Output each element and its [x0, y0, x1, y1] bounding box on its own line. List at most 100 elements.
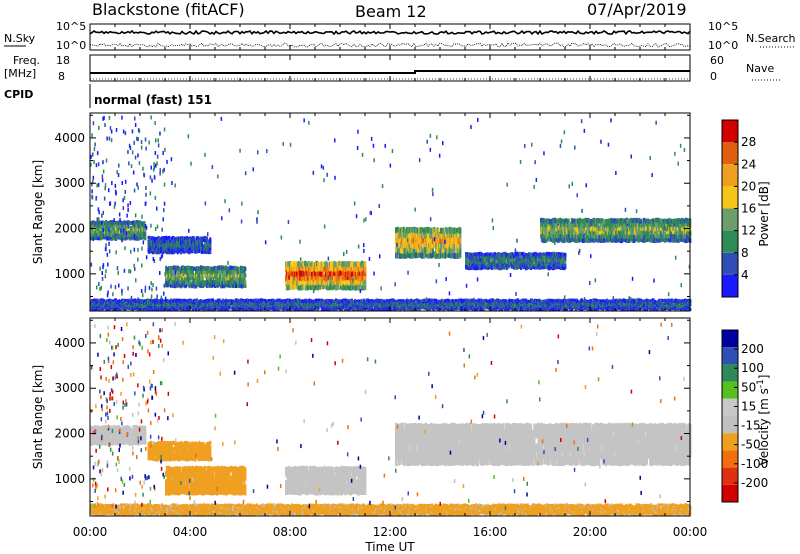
power-cell	[488, 261, 491, 265]
power-cell	[240, 280, 243, 285]
power-cell	[410, 228, 413, 234]
power-cell	[151, 250, 154, 255]
power-cell	[196, 282, 199, 288]
power-cell	[109, 235, 112, 240]
power-cell	[166, 266, 169, 272]
power-cell	[236, 273, 239, 279]
power-cell	[555, 218, 558, 224]
power-cell	[420, 246, 423, 253]
power-cell	[141, 223, 144, 228]
power-cell	[364, 261, 367, 267]
power-cell	[95, 226, 98, 231]
power-cell	[404, 228, 407, 235]
power-cell	[163, 247, 166, 252]
power-cell	[349, 275, 352, 281]
power-cell	[308, 280, 311, 286]
power-cell	[475, 262, 478, 267]
power-cell	[155, 245, 158, 250]
power-cell	[358, 284, 361, 291]
power-cell	[149, 242, 152, 247]
power-cell	[542, 252, 545, 256]
power-cell	[579, 233, 582, 238]
power-cell	[600, 230, 603, 236]
power-cell	[297, 269, 300, 276]
nave-tick-bottom: 0	[710, 70, 717, 83]
power-cell	[459, 232, 462, 238]
power-cell	[355, 266, 358, 273]
power-cell	[335, 270, 338, 276]
power-cell	[433, 226, 436, 233]
power-cell	[564, 252, 567, 257]
power-cell	[138, 236, 141, 240]
power-cell	[453, 242, 456, 248]
nsky-tick-bottom: 10^0	[56, 39, 86, 52]
power-cell	[450, 237, 453, 244]
power-cell	[548, 251, 551, 256]
power-cell	[110, 223, 113, 228]
power-cell	[424, 233, 427, 240]
power-cell	[579, 222, 582, 228]
power-cell	[399, 252, 402, 259]
power-cell	[301, 279, 304, 285]
power-cell	[545, 222, 548, 228]
power-cell	[328, 274, 331, 280]
power-cell	[453, 247, 456, 254]
power-cell	[362, 280, 365, 287]
power-cell	[345, 279, 348, 285]
power-cell	[560, 266, 563, 270]
power-cell	[321, 279, 324, 286]
power-cell	[223, 269, 226, 275]
power-cell	[400, 247, 403, 254]
power-cell	[512, 252, 515, 257]
power-cell	[555, 261, 558, 265]
power-cell	[564, 257, 567, 261]
power-cell	[115, 227, 118, 231]
power-cell	[538, 262, 541, 266]
power-cell	[513, 260, 516, 265]
power-cell	[127, 220, 130, 225]
power-cell	[396, 226, 399, 233]
power-cell	[418, 251, 421, 258]
power-cell	[457, 242, 460, 249]
power-cell	[312, 270, 315, 276]
power-cell	[555, 252, 558, 256]
power-cell	[294, 283, 297, 289]
power-cell	[296, 274, 299, 281]
power-cell	[123, 224, 126, 229]
power-cell	[587, 236, 590, 242]
power-cell	[359, 274, 362, 281]
power-cell	[444, 241, 447, 248]
power-cell	[288, 269, 291, 276]
power-cell	[488, 265, 491, 270]
power-cell	[165, 236, 168, 241]
power-cell	[571, 233, 574, 239]
power-cell	[521, 264, 524, 269]
power-cell	[229, 270, 232, 275]
power-cell	[494, 257, 497, 261]
power-cell	[585, 226, 588, 232]
freq-line	[90, 70, 690, 74]
power-cell	[590, 221, 593, 227]
power-cell	[586, 225, 589, 231]
power-cell	[505, 266, 508, 270]
power-cell	[337, 266, 340, 272]
power-cell	[160, 249, 163, 254]
power-cell	[150, 239, 153, 244]
station-title: Blackstone (fitACF)	[92, 0, 245, 19]
power-cell	[205, 236, 208, 241]
power-cell	[588, 225, 591, 231]
power-cell	[424, 247, 427, 253]
power-cell	[337, 284, 340, 290]
power-cell	[290, 261, 293, 268]
power-cell	[448, 251, 451, 258]
power-cell	[168, 235, 171, 240]
power-cell	[209, 246, 212, 251]
power-cell	[552, 234, 555, 240]
nsky-line	[89, 29, 691, 36]
power-cell	[398, 242, 401, 249]
power-cell	[188, 244, 191, 249]
power-cell	[400, 231, 403, 238]
power-cell	[450, 246, 453, 253]
power-cell	[165, 273, 168, 279]
power-cell	[550, 258, 553, 263]
